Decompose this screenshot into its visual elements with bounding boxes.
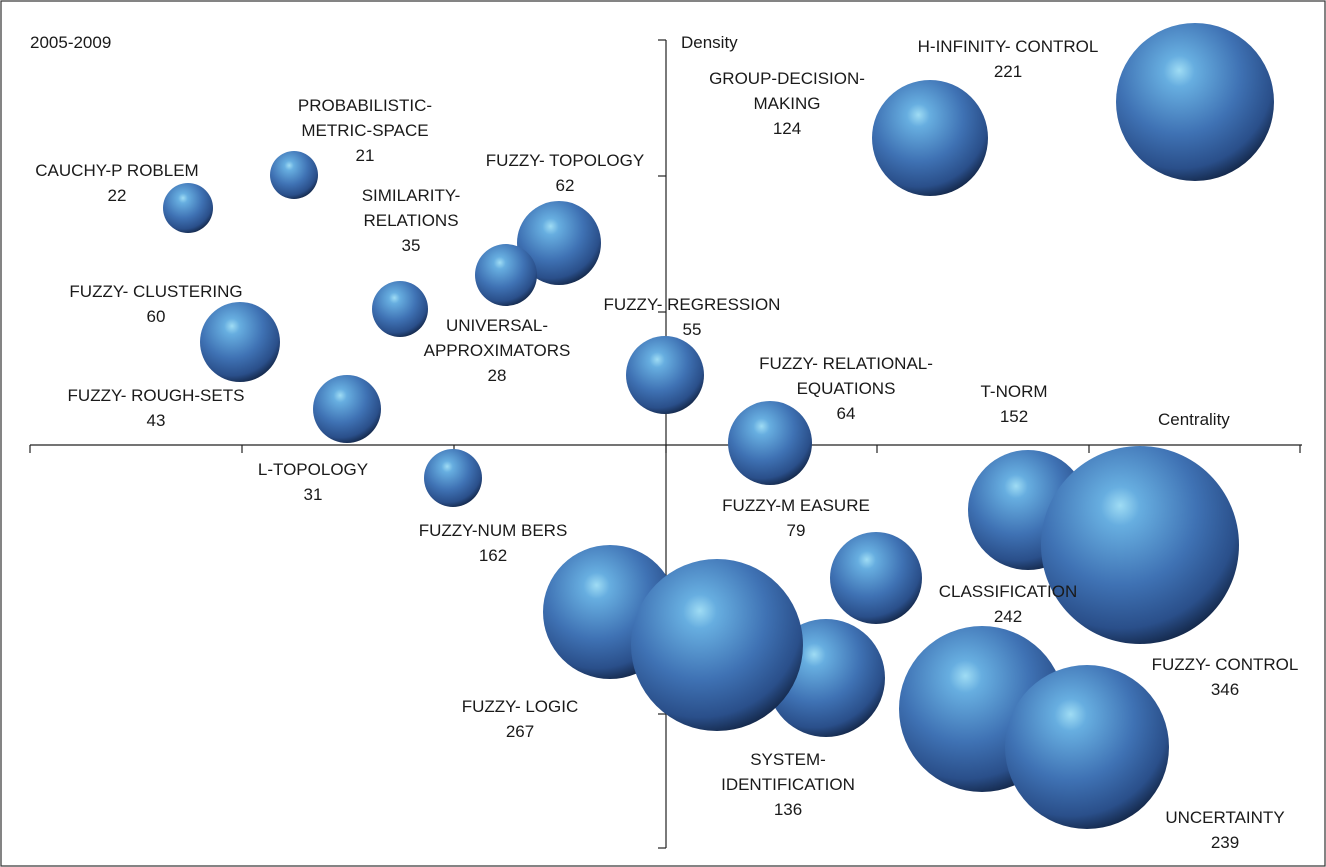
bubble-8 <box>372 281 428 337</box>
bubble-label-13: FUZZY-M EASURE 79 <box>722 496 870 540</box>
bubble-15 <box>1041 446 1239 644</box>
bubble-value: 43 <box>147 411 166 430</box>
bubble-9 <box>728 401 812 485</box>
bubble-label-line: FUZZY- REGRESSION <box>604 295 781 314</box>
bubble-label-line: PROBABILISTIC- <box>298 96 432 115</box>
bubble-label-line: H-INFINITY- CONTROL <box>918 37 1099 56</box>
bubble-value: 221 <box>994 62 1022 81</box>
bubble-label-14: FUZZY-NUM BERS 162 <box>419 521 568 565</box>
bubble-value: 64 <box>837 404 856 423</box>
bubbles <box>163 23 1274 829</box>
bubble-label-line: FUZZY-NUM BERS <box>419 521 568 540</box>
bubble-label-18: SYSTEM- IDENTIFICATION 136 <box>721 750 855 819</box>
bubble-label-line: SIMILARITY- <box>362 186 461 205</box>
bubble-value: 55 <box>683 320 702 339</box>
bubble-value: 31 <box>304 485 323 504</box>
bubble-11 <box>313 375 381 443</box>
bubble-label-line: GROUP-DECISION- <box>709 69 865 88</box>
bubble-1 <box>872 80 988 196</box>
bubble-label-16: FUZZY- CONTROL 346 <box>1152 655 1299 699</box>
bubble-label-line: FUZZY- TOPOLOGY <box>486 151 644 170</box>
bubble-label-10: T-NORM 152 <box>980 382 1047 426</box>
bubble-label-line: CAUCHY-P ROBLEM <box>35 161 198 180</box>
bubble-label-2: PROBABILISTIC- METRIC-SPACE 21 <box>298 96 432 165</box>
bubble-value: 267 <box>506 722 534 741</box>
bubble-4 <box>517 201 601 285</box>
bubble-value: 136 <box>774 800 802 819</box>
bubble-5 <box>475 244 537 306</box>
bubble-7 <box>626 336 704 414</box>
bubble-6 <box>200 302 280 382</box>
bubble-label-19: UNCERTAINTY 239 <box>1165 808 1284 852</box>
bubble-label-line: RELATIONS <box>363 211 458 230</box>
x-axis-title: Centrality <box>1158 410 1230 429</box>
bubble-label-line: METRIC-SPACE <box>301 121 428 140</box>
bubble-label-line: FUZZY- LOGIC <box>462 697 579 716</box>
bubble-value: 60 <box>147 307 166 326</box>
bubble-label-1: GROUP-DECISION- MAKING 124 <box>709 69 865 138</box>
bubble-value: 22 <box>108 186 127 205</box>
y-axis-title: Density <box>681 33 738 52</box>
bubble-label-line: SYSTEM- <box>750 750 826 769</box>
bubble-label-6: FUZZY- CLUSTERING 60 <box>69 282 242 326</box>
bubble-value: 239 <box>1211 833 1239 852</box>
bubble-value: 162 <box>479 546 507 565</box>
bubble-13 <box>830 532 922 624</box>
bubble-label-12: L-TOPOLOGY 31 <box>258 460 368 504</box>
panel-label: 2005-2009 <box>30 33 111 52</box>
bubble-label-line: T-NORM <box>980 382 1047 401</box>
bubble-label-line: L-TOPOLOGY <box>258 460 368 479</box>
bubble-value: 152 <box>1000 407 1028 426</box>
bubble-label-line: IDENTIFICATION <box>721 775 855 794</box>
bubble-value: 124 <box>773 119 801 138</box>
bubble-label-line: FUZZY- CLUSTERING <box>69 282 242 301</box>
bubble-label-4: FUZZY- TOPOLOGY 62 <box>486 151 644 195</box>
bubble-label-11: FUZZY- ROUGH-SETS 43 <box>68 386 245 430</box>
bubble-3 <box>163 183 213 233</box>
bubble-label-line: EQUATIONS <box>797 379 896 398</box>
bubble-label-9: FUZZY- RELATIONAL- EQUATIONS 64 <box>759 354 933 423</box>
bubble-label-line: MAKING <box>753 94 820 113</box>
bubble-label-0: H-INFINITY- CONTROL 221 <box>918 37 1099 81</box>
bubble-label-line: FUZZY- CONTROL <box>1152 655 1299 674</box>
bubble-label-line: FUZZY-M EASURE <box>722 496 870 515</box>
bubble-label-line: FUZZY- ROUGH-SETS <box>68 386 245 405</box>
bubble-12 <box>424 449 482 507</box>
bubble-label-15: CLASSIFICATION 242 <box>939 582 1078 626</box>
bubble-value: 21 <box>356 146 375 165</box>
bubble-label-17: FUZZY- LOGIC 267 <box>462 697 579 741</box>
bubble-value: 346 <box>1211 680 1239 699</box>
bubble-value: 242 <box>994 607 1022 626</box>
bubble-label-line: CLASSIFICATION <box>939 582 1078 601</box>
bubble-label-7: FUZZY- REGRESSION 55 <box>604 295 781 339</box>
bubble-19 <box>1005 665 1169 829</box>
bubble-value: 28 <box>488 366 507 385</box>
bubble-17 <box>631 559 803 731</box>
bubble-label-line: FUZZY- RELATIONAL- <box>759 354 933 373</box>
bubble-label-3: CAUCHY-P ROBLEM 22 <box>35 161 198 205</box>
bubble-label-8: UNIVERSAL- APPROXIMATORS 28 <box>424 316 571 385</box>
bubble-labels: H-INFINITY- CONTROL 221 GROUP-DECISION- MAK… <box>35 37 1298 852</box>
bubble-label-line: UNCERTAINTY <box>1165 808 1284 827</box>
bubble-value: 62 <box>556 176 575 195</box>
bubble-label-line: APPROXIMATORS <box>424 341 571 360</box>
bubble-value: 35 <box>402 236 421 255</box>
bubble-0 <box>1116 23 1274 181</box>
bubble-label-5: SIMILARITY- RELATIONS 35 <box>362 186 461 255</box>
bubble-2 <box>270 151 318 199</box>
bubble-value: 79 <box>787 521 806 540</box>
bubble-label-line: UNIVERSAL- <box>446 316 548 335</box>
